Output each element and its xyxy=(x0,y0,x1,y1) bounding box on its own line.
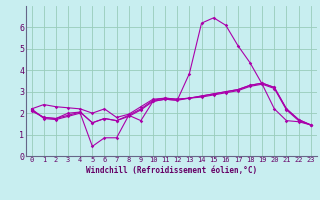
X-axis label: Windchill (Refroidissement éolien,°C): Windchill (Refroidissement éolien,°C) xyxy=(86,166,257,175)
